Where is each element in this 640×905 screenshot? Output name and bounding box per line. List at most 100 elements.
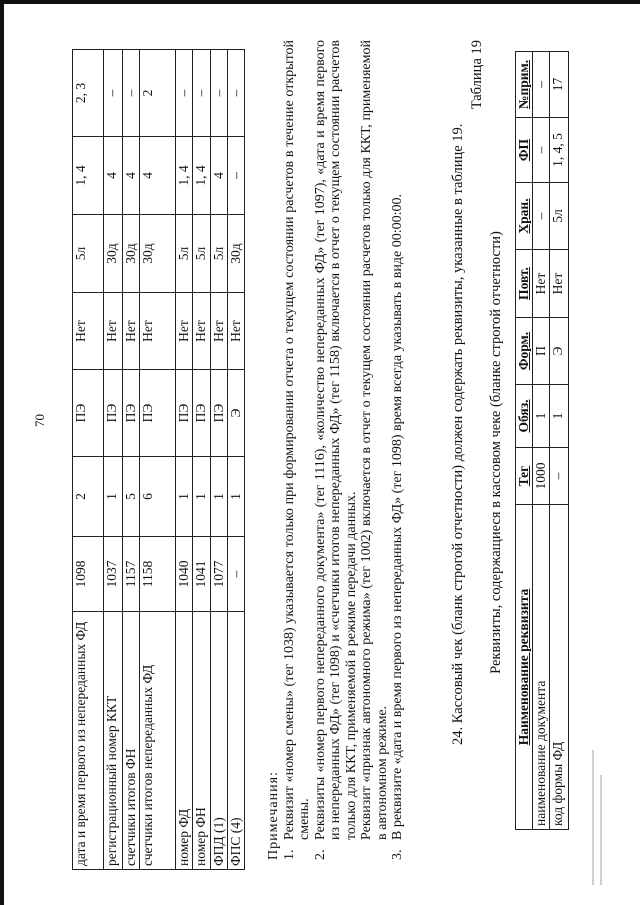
- cell-requisite-name: код формы ФД: [549, 504, 569, 830]
- table-cell: 1, 4: [72, 136, 104, 215]
- table-row: регистрационный номер ККТ 1037 1 ПЭ Нет 30д 4–: [103, 49, 123, 870]
- column-header: №прим.: [515, 51, 533, 118]
- scan-edge: [0, 0, 640, 4]
- note-text: В реквизите «дата и время первого из неп…: [390, 194, 405, 840]
- table-cell: Нет: [139, 292, 176, 370]
- table-cell: –: [532, 117, 550, 183]
- note-item: 1. Реквизит «номер смены» (тег 1038) указ…: [282, 40, 313, 860]
- cell-requisite-name: счетчики итогов ФН: [122, 611, 140, 870]
- column-header: Тег: [515, 447, 533, 505]
- table-cell: Э: [227, 369, 245, 457]
- table-cell: 4: [210, 136, 228, 215]
- table-cell: ПЭ: [139, 369, 176, 457]
- table-cell: Нет: [72, 292, 104, 370]
- table-row: ФПС (4) –1 Э Нет 30д – –: [227, 49, 245, 870]
- note-text: Реквизиты «номер первого непереданного д…: [312, 40, 359, 840]
- table-row: дата и время первого из непереданных ФД 1…: [72, 49, 104, 870]
- table-cell: 1157: [122, 536, 140, 612]
- table-cell: 1037: [103, 536, 123, 612]
- notes: Примечания: 1. Реквизит «номер смены» (те…: [266, 40, 406, 860]
- note-number: 1.: [281, 849, 297, 861]
- table-cell: 5: [122, 456, 140, 537]
- table-cell: 1, 4, 5: [549, 117, 569, 183]
- table-cell: 2, 3: [72, 49, 104, 137]
- table-cell: –: [103, 49, 123, 137]
- table-cell: ПЭ: [72, 369, 104, 457]
- table-cell: –: [192, 49, 211, 137]
- table-cell: 1098: [72, 536, 104, 612]
- cell-requisite-name: номер ФН: [192, 611, 211, 870]
- table-cell: 30д: [103, 214, 123, 293]
- table-caption: Реквизиты, содержащиеся в кассовом чеке …: [488, 231, 504, 674]
- table-row: счетчики итогов ФН 1157 5 ПЭ Нет 30д 4–: [122, 49, 140, 870]
- table-cell: –: [210, 49, 228, 137]
- table-cell: 1: [227, 456, 245, 537]
- table-cell: 30д: [227, 214, 245, 293]
- note-text: Реквизит «признак автономного режима» (т…: [359, 40, 390, 840]
- table-cell: –: [532, 182, 550, 250]
- table-cell: ПЭ: [103, 369, 123, 457]
- table-cell: 1, 4: [192, 136, 211, 215]
- column-header: Наименование реквизита: [515, 504, 533, 830]
- table-cell: Э: [549, 317, 569, 385]
- table-row: номер ФН 1041 1 ПЭ Нет 5л 1, 4–: [192, 49, 211, 870]
- table-19: Наименование реквизита Тег Обяз. Форм. Повт.…: [515, 51, 569, 830]
- table-cell: 6: [139, 456, 176, 537]
- note-text: Реквизит «номер смены» (тег 1038) указыв…: [281, 40, 313, 840]
- column-header: Форм.: [515, 317, 533, 385]
- table-cell: Нет: [532, 249, 550, 318]
- table-cell: 1040: [175, 536, 193, 612]
- table-cell: Нет: [227, 292, 245, 370]
- table-cell: 17: [549, 51, 569, 118]
- table-cell: Нет: [549, 249, 569, 318]
- note-item: 2. Реквизиты «номер первого непереданного…: [313, 40, 360, 860]
- table-cell: 5л: [210, 214, 228, 293]
- table-cell: 5л: [72, 214, 104, 293]
- table-cell: –: [122, 49, 140, 137]
- table-cell: 1: [532, 384, 550, 448]
- table-cell: 1000: [532, 447, 550, 505]
- table-cell: 4: [122, 136, 140, 215]
- table-cell: 1158: [139, 536, 176, 612]
- table-row: счетчики итогов непереданных ФД 1158 6 ПЭ Не…: [139, 49, 176, 870]
- cell-requisite-name: номер ФД: [175, 611, 193, 870]
- table-cell: Нет: [103, 292, 123, 370]
- cell-requisite-name: регистрационный номер ККТ: [103, 611, 123, 870]
- column-header: Хран.: [515, 182, 533, 250]
- table-cell: ПЭ: [192, 369, 211, 457]
- scan-edge: [0, 0, 4, 905]
- page-number: 70: [32, 414, 47, 427]
- table-cell: ПЭ: [122, 369, 140, 457]
- table-cell: 1: [103, 456, 123, 537]
- cell-requisite-name: счетчики итогов непереданных ФД: [139, 611, 176, 870]
- column-header: Повт.: [515, 249, 533, 318]
- note-item: 3. В реквизите «дата и время первого из н…: [390, 40, 406, 860]
- table-cell: Нет: [192, 292, 211, 370]
- cell-requisite-name: дата и время первого из непереданных ФД: [72, 611, 104, 870]
- table-cell: 1: [175, 456, 193, 537]
- table-cell: –: [549, 447, 569, 505]
- table-number: Таблица 19: [469, 40, 485, 110]
- note-number: [359, 840, 390, 860]
- table-cell: Нет: [210, 292, 228, 370]
- table-cell: ПЭ: [210, 369, 228, 457]
- column-header: Обяз.: [515, 384, 533, 448]
- table-continued: дата и время первого из непереданных ФД 1…: [72, 49, 245, 870]
- cell-requisite-name: ФПД (1): [210, 611, 228, 870]
- column-header: ФП: [515, 117, 533, 183]
- table-cell: –: [227, 49, 245, 137]
- table-cell: –: [227, 536, 245, 612]
- notes-title: Примечания:: [266, 771, 281, 860]
- table-cell: ПЭ: [175, 369, 193, 457]
- table-cell: 5л: [192, 214, 211, 293]
- table-cell: Нет: [175, 292, 193, 370]
- table-cell: 1: [192, 456, 211, 537]
- note-number: 2.: [312, 849, 328, 861]
- note-number: 3.: [390, 849, 405, 861]
- table-cell: 4: [139, 136, 176, 215]
- table-cell: 4: [103, 136, 123, 215]
- table-row: номер ФД 1040 1 ПЭ Нет 5л 1, 4–: [175, 49, 193, 870]
- table-row: код формы ФД –1 Э Нет 5л 1, 4, 5 17: [549, 51, 569, 830]
- table-row: наименование документа 1000 1 П Нет – – –: [532, 51, 550, 830]
